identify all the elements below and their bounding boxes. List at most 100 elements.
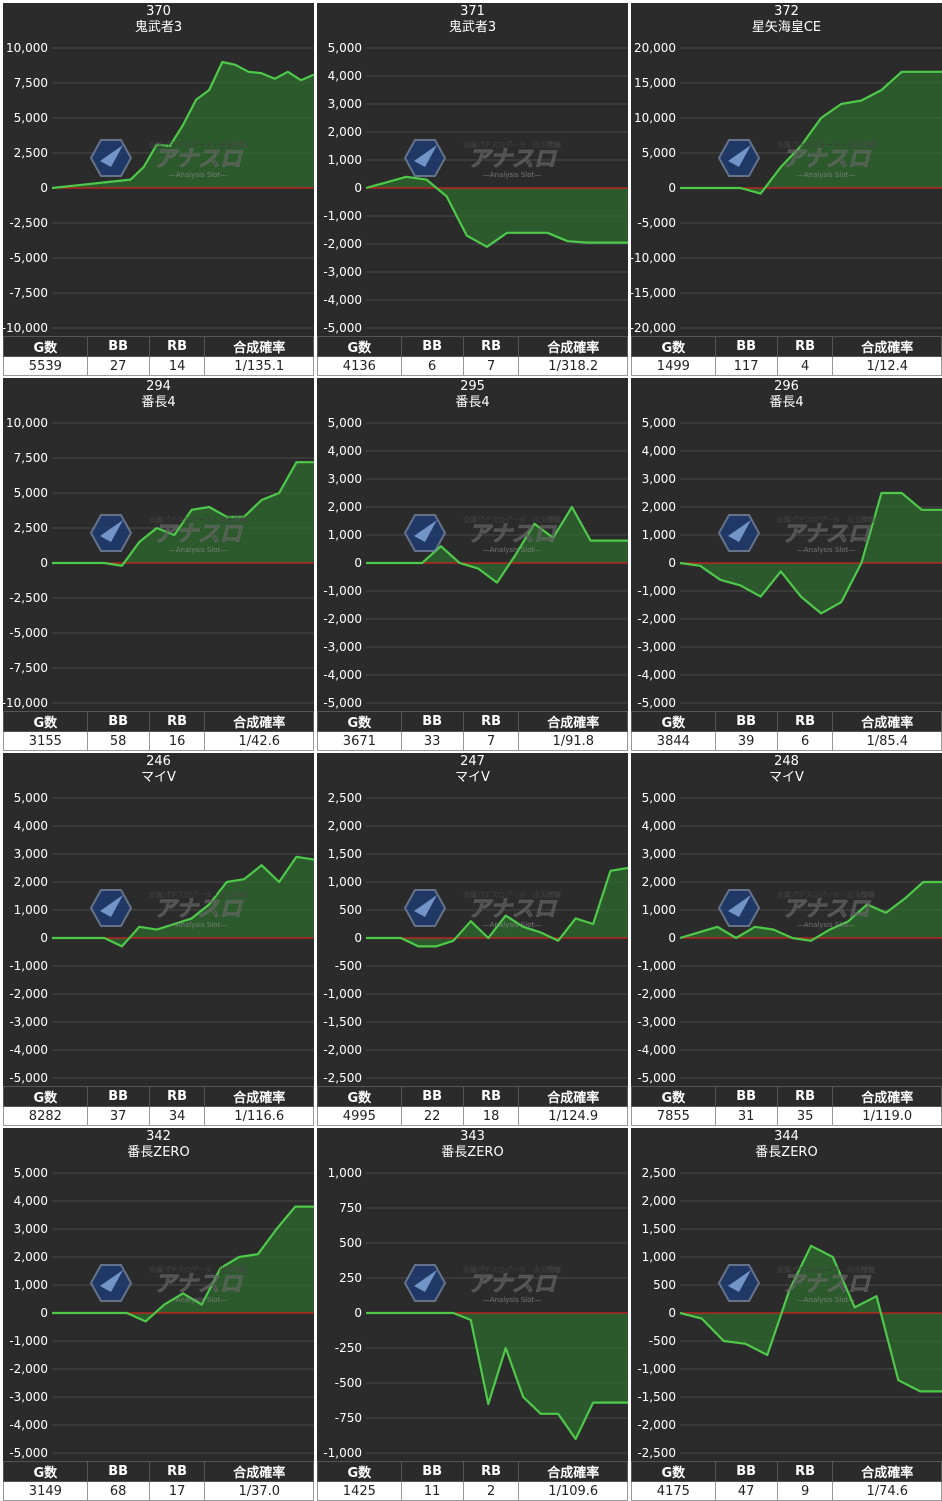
machine-name: 番長ZERO: [441, 1145, 504, 1160]
y-tick-label: -1,000: [637, 1362, 676, 1376]
machine-panel: 295 番長4 5,000 4,000 3,000 2,000 1,000 0 -1,000 -2…: [317, 378, 628, 751]
machine-number: 246: [146, 754, 171, 769]
series-line: [679, 491, 942, 615]
y-tick-label: -20,000: [631, 321, 676, 335]
machine-name: 番長ZERO: [755, 1145, 818, 1160]
y-tick-label: -3,000: [9, 1390, 48, 1404]
stats-header: RB: [776, 1086, 834, 1107]
machine-name: マイV: [455, 770, 490, 785]
y-tick-label: 10,000: [6, 41, 48, 55]
watermark-top-text: 全国パチスロデータ・出玉情報: [777, 515, 875, 524]
y-tick-label: 500: [653, 1278, 676, 1292]
stats-header: BB: [86, 711, 150, 732]
y-tick-label: -5,000: [9, 1071, 48, 1085]
stats-header: BB: [714, 711, 778, 732]
stats-header: G数: [317, 711, 402, 732]
y-tick-label: -4,000: [9, 1418, 48, 1432]
y-tick-label: -10,000: [3, 321, 48, 335]
stats-value: 1/318.2: [518, 356, 628, 376]
watermark-brand: アナスロ: [154, 1272, 244, 1297]
stats-value: 7855: [631, 1106, 716, 1126]
stats-header: 合成確率: [832, 1461, 942, 1482]
y-tick-label: 3,000: [14, 1222, 48, 1236]
stats-value: 1/135.1: [204, 356, 314, 376]
machine-name: マイV: [141, 770, 176, 785]
stats-value: 58: [86, 731, 150, 751]
y-tick-label: -5,000: [9, 626, 48, 640]
watermark-tagline: —Analysis Slot—: [797, 1296, 855, 1304]
series-line: [366, 505, 628, 584]
stats-header: RB: [776, 336, 834, 357]
area-fill: [52, 856, 314, 947]
stats-value: 1/12.4: [832, 356, 942, 376]
y-tick-label: 3,000: [14, 847, 48, 861]
stats-value: 17: [148, 1481, 206, 1501]
y-tick-label: 0: [40, 931, 48, 945]
stats-header: RB: [776, 711, 834, 732]
y-tick-label: 4,000: [328, 69, 362, 83]
watermark-tagline: —Analysis Slot—: [797, 546, 855, 554]
y-tick-label: -1,000: [323, 209, 362, 223]
stats-value: 14: [148, 356, 206, 376]
stats-header: RB: [462, 711, 520, 732]
y-tick-label: -4,000: [637, 668, 676, 682]
machine-number: 344: [774, 1129, 799, 1144]
stats-header: 合成確率: [518, 1461, 628, 1482]
y-tick-label: 20,000: [634, 41, 676, 55]
stats-table: G数 BB RB 合成確率 4136 6 7 1/318.2: [317, 336, 628, 376]
stats-header: G数: [3, 336, 88, 357]
stats-header: 合成確率: [204, 336, 314, 357]
y-tick-label: -1,500: [323, 1015, 362, 1029]
area-fill: [680, 1245, 942, 1392]
series-line: [365, 175, 628, 248]
stats-value: 3155: [3, 731, 88, 751]
stats-table: G数 BB RB 合成確率 3671 33 7 1/91.8: [317, 711, 628, 751]
stats-value: 6: [400, 356, 464, 376]
y-tick-label: -7,500: [9, 661, 48, 675]
stats-header: 合成確率: [518, 711, 628, 732]
machine-panel: 247 マイV 2,500 2,000 1,500 1,000 500 0 -500 -1,000…: [317, 753, 628, 1126]
stats-value: 9: [776, 1481, 834, 1501]
stats-header: BB: [400, 711, 464, 732]
y-tick-label: 2,000: [328, 819, 362, 833]
stats-header: BB: [400, 336, 464, 357]
stats-value: 7: [462, 356, 520, 376]
watermark-brand: アナスロ: [154, 522, 244, 547]
y-tick-label: 1,000: [328, 1166, 362, 1180]
y-tick-label: 2,000: [14, 875, 48, 889]
area-fill: [52, 462, 314, 566]
stats-value: 1/42.6: [204, 731, 314, 751]
y-tick-label: -3,000: [323, 640, 362, 654]
series-line: [679, 1244, 942, 1393]
y-tick-label: 3,000: [642, 847, 676, 861]
stats-header: G数: [317, 1086, 402, 1107]
stats-value: 1/109.6: [518, 1481, 628, 1501]
y-tick-label: 1,000: [14, 1278, 48, 1292]
watermark-brand: アナスロ: [468, 897, 558, 922]
stats-header: 合成確率: [204, 711, 314, 732]
y-tick-label: -10,000: [3, 696, 48, 710]
y-tick-label: 2,000: [328, 500, 362, 514]
watermark-top-text: 全国パチスロデータ・出玉情報: [149, 890, 247, 899]
y-tick-label: 1,500: [642, 1222, 676, 1236]
y-tick-label: -4,000: [323, 668, 362, 682]
area-fill: [680, 882, 942, 941]
stats-table: G数 BB RB 合成確率 3844 39 6 1/85.4: [631, 711, 942, 751]
y-tick-label: -250: [335, 1341, 362, 1355]
difference-chart: 2,500 2,000 1,500 1,000 500 0 -500 -1,000 -1,500…: [637, 1166, 942, 1460]
y-tick-label: 3,000: [328, 97, 362, 111]
y-tick-label: 0: [40, 556, 48, 570]
y-tick-label: -3,000: [637, 640, 676, 654]
y-tick-label: 2,500: [328, 791, 362, 805]
y-tick-label: -10,000: [631, 251, 676, 265]
y-tick-label: 2,000: [642, 1194, 676, 1208]
difference-chart: 10,000 7,500 5,000 2,500 0 -2,500 -5,000 -7,500…: [3, 41, 314, 335]
stats-header: G数: [317, 336, 402, 357]
watermark-tagline: —Analysis Slot—: [797, 171, 855, 179]
y-tick-label: -500: [649, 1334, 676, 1348]
y-tick-label: 5,000: [14, 486, 48, 500]
stats-table: G数 BB RB 合成確率 1425 11 2 1/109.6: [317, 1461, 628, 1501]
series-line: [366, 866, 628, 948]
difference-chart: 2,500 2,000 1,500 1,000 500 0 -500 -1,000 -1,500…: [323, 791, 628, 1085]
